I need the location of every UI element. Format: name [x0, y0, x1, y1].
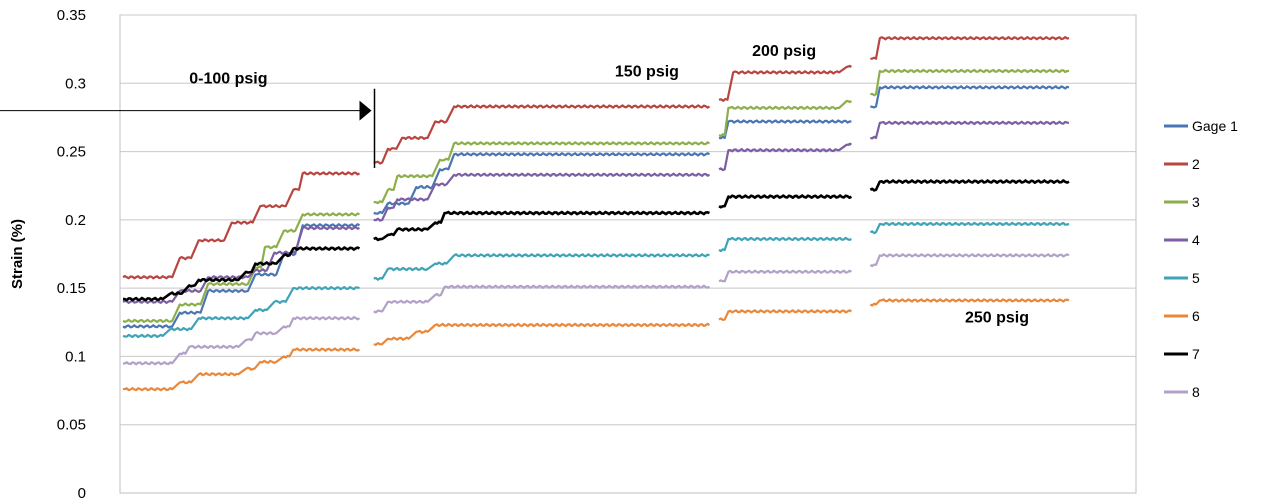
series-lines: [122, 36, 1070, 392]
series-line-7: [123, 179, 1070, 302]
y-tick-label: 0.25: [57, 144, 86, 161]
series-line-8: [122, 253, 1070, 366]
y-tick-label: 0.1: [65, 348, 86, 365]
series-line-3: [122, 68, 1069, 324]
legend-label: Gage 1: [1192, 118, 1238, 134]
y-tick-label: 0.3: [65, 75, 86, 92]
legend-label: 3: [1192, 194, 1200, 210]
y-axis-label: Strain (%): [9, 219, 26, 289]
y-tick-label: 0.35: [57, 7, 86, 24]
series-line-4: [122, 120, 1070, 304]
y-axis-ticks: 0 0.05 0.1 0.15 0.2 0.25 0.3 0.35: [57, 7, 86, 499]
legend-label: 5: [1192, 270, 1200, 286]
y-tick-label: 0.05: [57, 417, 86, 434]
annotation-label: 250 psig: [965, 309, 1029, 326]
psig-arrow: [0, 88, 376, 168]
series-line-5: [122, 221, 1070, 339]
legend-label: 2: [1192, 156, 1200, 172]
annotations: 0-100 psig 150 psig 200 psig 250 psig: [189, 43, 1029, 326]
legend-label: 8: [1192, 384, 1200, 400]
annotation-label: 200 psig: [752, 43, 816, 60]
series-line-2: [122, 36, 1070, 280]
y-tick-label: 0.15: [57, 280, 86, 297]
legend-label: 4: [1192, 232, 1200, 248]
y-tick-label: 0: [78, 485, 86, 499]
annotation-label: 150 psig: [615, 63, 679, 80]
legend-label: 6: [1192, 308, 1200, 324]
legend: Gage 1 2 3 4 5 6 7 8: [1164, 118, 1238, 400]
series-line-6: [122, 298, 1070, 392]
series-line-1: [122, 85, 1070, 329]
arrow-head: [359, 100, 372, 121]
annotation-label: 0-100 psig: [189, 70, 267, 87]
legend-label: 7: [1192, 346, 1200, 362]
y-tick-label: 0.2: [65, 212, 86, 229]
